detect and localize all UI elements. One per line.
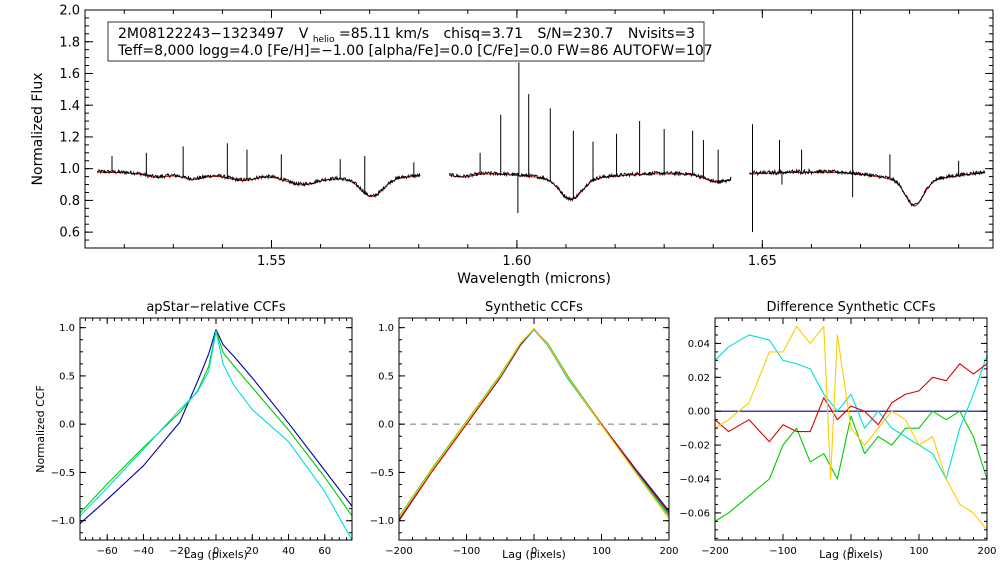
difference-x-label: Lag (pixels) — [819, 548, 883, 561]
series-visit-3-line — [79, 330, 353, 541]
x-tick-label: −40 — [133, 546, 154, 557]
x-tick-label: 0 — [213, 546, 219, 557]
y-tick-label: 0.00 — [688, 407, 710, 418]
y-tick-label: 1.4 — [59, 99, 80, 114]
x-tick-label: −200 — [385, 546, 412, 557]
y-tick-label: 1.8 — [59, 35, 80, 50]
spectrum-x-label: Wavelength (microns) — [457, 271, 611, 287]
x-tick-label: 1.55 — [257, 254, 286, 269]
y-tick-label: −0.02 — [679, 441, 710, 452]
difference-title: Difference Synthetic CCFs — [766, 300, 935, 315]
y-tick-label: −1.0 — [51, 516, 75, 527]
x-tick-label: −200 — [701, 546, 728, 557]
x-tick-label: −100 — [453, 546, 480, 557]
x-tick-label: 0 — [848, 546, 854, 557]
y-tick-label: 0.0 — [378, 420, 394, 431]
series-visit-1-line — [398, 329, 670, 522]
series-visit-1-line — [79, 329, 353, 525]
synthetic-ticks: −200 −100 0 100 200 −1.0 −0.5 0.0 0.5 1.0 — [370, 318, 679, 557]
y-tick-label: 0.5 — [59, 371, 75, 382]
vhelio-subscript: helio — [313, 35, 335, 45]
apstar-x-label: Lag (pixels) — [184, 548, 248, 561]
y-tick-label: 0.04 — [688, 339, 710, 350]
x-tick-label: −100 — [769, 546, 796, 557]
x-tick-label: 0 — [531, 546, 537, 557]
apstar-ticks: −60 −40 −20 0 20 40 60 −1.0 −0.5 0.0 0.5 1.0 — [51, 318, 352, 557]
y-tick-label: −1.0 — [370, 516, 394, 527]
spectrum-data — [96, 10, 986, 233]
y-tick-label: 0.8 — [59, 194, 80, 209]
annotation-line-1: 2M08122243−1323497 V helio =85.11 km/s c… — [118, 26, 695, 46]
y-tick-label: 1.0 — [59, 323, 75, 334]
observed-spectrum-line-chip-1 — [96, 168, 421, 198]
series-visit-3-line — [714, 334, 988, 480]
synthetic-plot-frame — [398, 317, 670, 541]
x-tick-label: −20 — [169, 546, 190, 557]
x-tick-label: 1.65 — [748, 254, 777, 269]
series-template-line — [714, 325, 988, 531]
spectrum-ticks: 1.55 1.60 1.65 0.6 0.8 1.0 1.2 1.4 1.6 1.8 2.0 — [59, 4, 993, 269]
difference-ccf-panel: Difference Synthetic CCFs −200 −100 0 100 20… — [679, 300, 996, 561]
chisq-value: chisq=3.71 — [443, 26, 523, 42]
model-fit-line-chip-2 — [449, 173, 732, 201]
y-tick-label: −0.5 — [370, 468, 394, 479]
y-tick-label: −0.04 — [679, 474, 710, 485]
annotation-line-2: Teff=8,000 logg=4.0 [Fe/H]=−1.00 [alpha/… — [117, 43, 713, 59]
vhelio-value: =85.11 km/s — [339, 26, 429, 42]
x-tick-label: 100 — [592, 546, 611, 557]
synthetic-x-label: Lag (pixels) — [502, 548, 566, 561]
y-tick-label: 0.0 — [59, 420, 75, 431]
apstar-title: apStar−relative CCFs — [146, 300, 286, 315]
x-tick-label: 200 — [659, 546, 678, 557]
x-tick-label: 100 — [909, 546, 928, 557]
model-fit-line-chip-3 — [749, 171, 986, 207]
y-tick-label: −0.06 — [679, 508, 710, 519]
y-tick-label: 1.0 — [378, 323, 394, 334]
y-tick-label: 1.0 — [59, 162, 80, 177]
synthetic-ccf-panel: Synthetic CCFs −200 −100 0 100 200 −1.0 −0.5 0.… — [370, 300, 679, 561]
series-template-line — [398, 328, 670, 520]
apstar-ccf-panel: apStar−relative CCFs −60 −40 −20 0 20 40 60 −1.… — [34, 300, 353, 561]
spectrum-y-label: Normalized Flux — [30, 73, 46, 186]
x-tick-label: −60 — [97, 546, 118, 557]
series-visit-2-line — [79, 330, 353, 517]
y-tick-label: 0.6 — [59, 226, 80, 241]
annotation-box — [107, 21, 705, 62]
y-tick-label: 1.6 — [59, 67, 80, 82]
y-tick-label: 2.0 — [59, 4, 80, 19]
y-tick-label: 0.5 — [378, 371, 394, 382]
apstar-plot-frame — [79, 317, 353, 541]
x-tick-label: 1.60 — [502, 254, 531, 269]
y-tick-label: 0.02 — [688, 373, 710, 384]
y-tick-label: −0.5 — [51, 468, 75, 479]
star-id: 2M08122243−1323497 — [118, 26, 284, 42]
synthetic-title: Synthetic CCFs — [485, 300, 583, 315]
x-tick-label: 20 — [246, 546, 259, 557]
difference-data — [714, 325, 988, 531]
x-tick-label: 60 — [318, 546, 331, 557]
difference-ticks: −200 −100 0 100 200 −0.06 −0.04 −0.02 0.00 0.02 0.… — [679, 317, 997, 557]
spectrum-panel: 1.55 1.60 1.65 0.6 0.8 1.0 1.2 1.4 1.6 1.8 2.0 2M0… — [30, 4, 994, 287]
vhelio-prefix: V — [299, 26, 309, 42]
nvisits-value: Nvisits=3 — [628, 26, 695, 42]
series-visit-2-line — [398, 329, 670, 518]
series-visit-2-line — [714, 410, 988, 522]
sn-value: S/N=230.7 — [537, 26, 613, 42]
series-combined-line — [714, 363, 988, 443]
apstar-data — [79, 329, 353, 541]
x-tick-label: 40 — [282, 546, 295, 557]
x-tick-label: 200 — [977, 546, 996, 557]
observed-spectrum-line-chip-3 — [749, 167, 986, 207]
apstar-y-label: Normalized CCF — [34, 385, 47, 473]
observed-spectrum-line-chip-2 — [448, 170, 732, 203]
y-tick-label: 1.2 — [59, 130, 80, 145]
synthetic-data — [398, 328, 670, 522]
